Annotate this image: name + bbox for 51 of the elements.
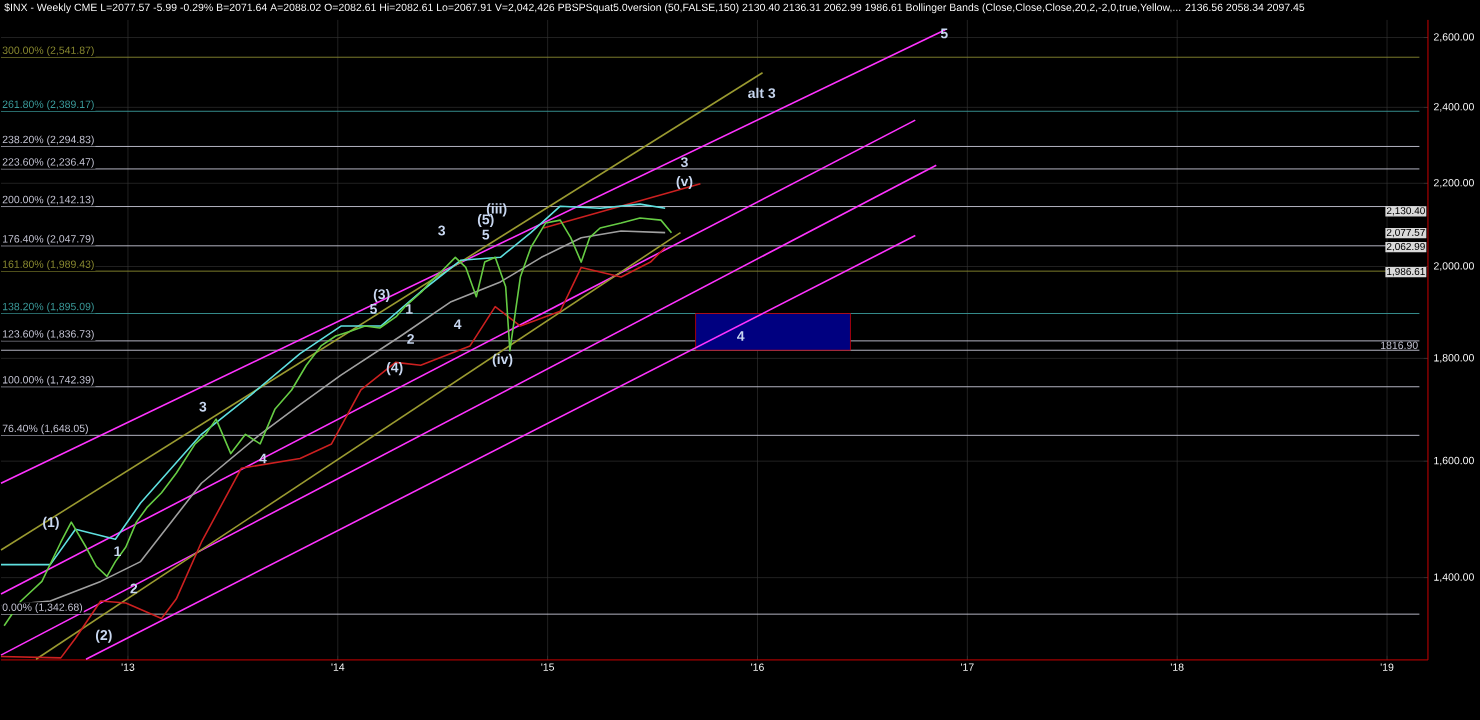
- x-tick-label: '17: [961, 663, 974, 671]
- ref-line-label: 161.80% (1,989.43): [3, 260, 94, 270]
- annotation: (3): [373, 288, 390, 302]
- ref-line-label: 261.80% (2,389.17): [2, 100, 94, 111]
- annotation: (1): [43, 516, 59, 530]
- annotation: 5: [940, 28, 948, 39]
- ref-line-label: 0.00% (1,342.68): [2, 603, 83, 613]
- y-tick-label: 1,600.00: [1434, 456, 1474, 466]
- x-tick-label: '16: [751, 663, 764, 671]
- y-tick-label: 2,000.00: [1434, 262, 1474, 271]
- annotation: 3: [199, 401, 207, 412]
- annotation: (v): [676, 175, 693, 189]
- annotation: 1: [114, 546, 121, 557]
- ref-line-label: 123.60% (1,836.73): [3, 329, 94, 340]
- annotation: 1,986.61: [1387, 267, 1425, 277]
- annotation: (4): [386, 362, 403, 376]
- x-tick-label: '19: [1380, 663, 1394, 671]
- ref-line-label: 200.00% (2,142.13): [2, 195, 94, 206]
- x-tick-label: '15: [541, 663, 555, 671]
- annotation: 5: [370, 304, 377, 314]
- annotation: 4: [453, 319, 462, 330]
- y-tick-label: 2,200.00: [1434, 178, 1474, 188]
- ref-line-label: 176.40% (2,047.79): [3, 234, 94, 245]
- annotation: 2: [407, 333, 414, 344]
- annotation: 2,062.99: [1386, 242, 1425, 252]
- ref-line-label: 1816.90: [1381, 341, 1418, 350]
- y-tick-label: 1,800.00: [1434, 354, 1474, 363]
- annotation: 3: [438, 225, 446, 236]
- y-tick-label: 1,400.00: [1434, 573, 1474, 582]
- ref-line-label: 238.20% (2,294.83): [2, 135, 94, 146]
- x-tick-label: '14: [331, 663, 345, 671]
- ref-line-label: 223.60% (2,236.47): [2, 157, 94, 168]
- ref-line-label: 100.00% (1,742.39): [3, 375, 94, 386]
- x-tick-label: '13: [121, 663, 135, 671]
- y-tick-label: 2,600.00: [1434, 33, 1474, 42]
- ref-line-label: 300.00% (2,541.87): [2, 46, 94, 57]
- ref-line-label: 76.40% (1,648.05): [2, 424, 88, 435]
- annotation: alt 3: [748, 87, 776, 99]
- annotation: 3: [680, 157, 688, 168]
- x-tick-label: '18: [1170, 663, 1184, 671]
- ref-line-label: 138.20% (1,895.09): [3, 302, 94, 313]
- annotation: (iv): [492, 353, 513, 367]
- chart-title: $INX - Weekly CME L=2077.57 -5.99 -0.29% B=2071.64 A=2088.02 O=2082.61 Hi=2082.61 Lo=2067.91 V=2,042,426 PBSPSquat5.0version (50,FALSE,150) 2130.40 2136.31 2062.99 1986.61 Bollinger Bands (Close,Close,Close,20,2,-2,0,true,Yellow,... 2136.56 2058.34 2097.45: [4, 3, 1305, 14]
- annotation: 2: [130, 583, 138, 594]
- annotation: 1: [406, 304, 413, 314]
- annotation: 2,077.57: [1386, 228, 1425, 238]
- annotation: 2,130.40: [1386, 207, 1425, 216]
- y-tick-label: 2,400.00: [1434, 103, 1474, 112]
- annotation: 5: [482, 229, 490, 240]
- annotation: (2): [95, 629, 112, 643]
- annotation: 4: [737, 331, 745, 341]
